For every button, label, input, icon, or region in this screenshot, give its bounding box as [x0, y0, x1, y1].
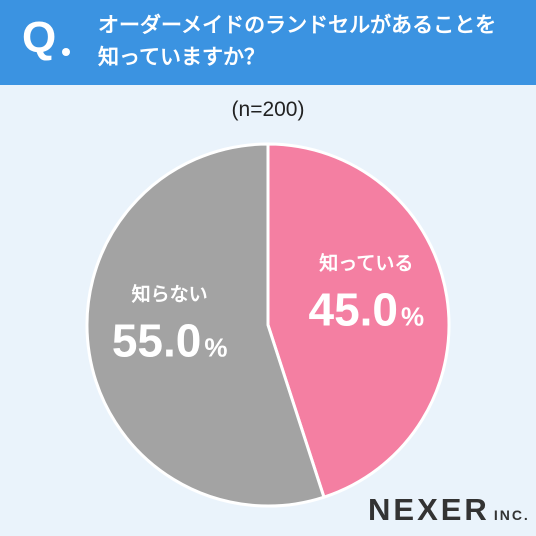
slice-value-dont-know: 55.0% — [112, 315, 228, 367]
logo-suffix: INC. — [493, 507, 530, 523]
pie-slice-know — [266, 142, 451, 499]
question-line-2: 知っていますか？ — [98, 45, 265, 69]
slice-label-know: 知っている — [319, 251, 413, 274]
question-line-1: オーダーメイドのランドセルがあることを — [98, 13, 497, 37]
pie-slice-dont-know — [85, 142, 326, 508]
q-mark: Q — [22, 13, 57, 62]
q-dot — [62, 48, 70, 56]
logo-name: NEXER — [368, 492, 490, 527]
sample-size-label: (n=200) — [231, 98, 305, 121]
nexer-logo: NEXER INC. — [368, 494, 530, 525]
question-header: Q オーダーメイドのランドセルがあることを 知っていますか？ — [0, 0, 536, 85]
slice-label-dont-know: 知らない — [132, 283, 208, 306]
slice-value-know: 45.0% — [308, 283, 424, 335]
